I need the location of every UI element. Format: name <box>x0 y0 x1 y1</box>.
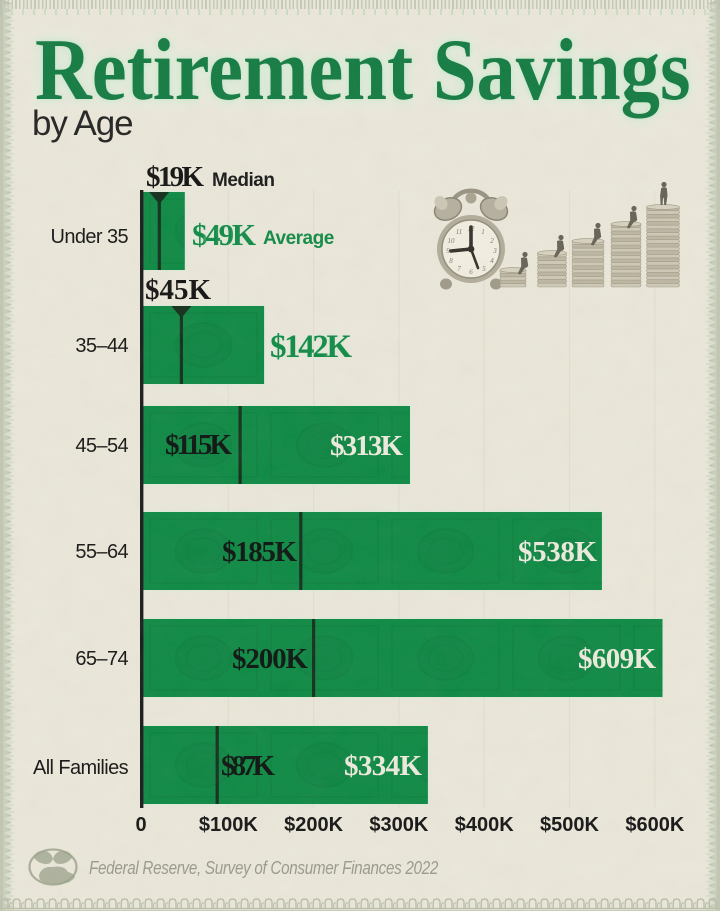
svg-text:Average: Average <box>263 228 334 249</box>
svg-text:10: 10 <box>448 237 456 245</box>
svg-text:$600K: $600K <box>625 814 684 836</box>
svg-text:45–54: 45–54 <box>75 435 128 457</box>
svg-text:Under 35: Under 35 <box>51 226 129 248</box>
svg-text:$300K: $300K <box>369 814 428 836</box>
svg-text:$200K: $200K <box>232 643 308 675</box>
svg-text:7: 7 <box>457 265 461 273</box>
svg-text:$334K: $334K <box>344 750 422 782</box>
svg-text:$45K: $45K <box>145 274 211 306</box>
svg-text:$400K: $400K <box>455 814 514 836</box>
svg-text:Median: Median <box>212 170 274 191</box>
svg-text:$185K: $185K <box>222 536 297 568</box>
svg-text:55–64: 55–64 <box>75 541 128 563</box>
svg-text:$313K: $313K <box>330 430 403 462</box>
svg-text:5: 5 <box>482 265 486 273</box>
svg-text:$87K: $87K <box>221 750 275 782</box>
svg-text:$538K: $538K <box>518 536 597 568</box>
svg-text:3: 3 <box>492 247 497 255</box>
svg-text:$100K: $100K <box>199 814 258 836</box>
svg-text:6: 6 <box>469 268 473 276</box>
svg-text:2: 2 <box>490 237 494 245</box>
svg-text:$609K: $609K <box>578 643 656 675</box>
svg-text:All Families: All Families <box>33 757 129 779</box>
svg-text:35–44: 35–44 <box>75 335 128 357</box>
svg-text:$49K: $49K <box>192 217 256 252</box>
svg-text:$19K: $19K <box>146 161 204 193</box>
svg-text:0: 0 <box>135 814 146 836</box>
svg-text:65–74: 65–74 <box>75 648 128 670</box>
svg-text:$200K: $200K <box>284 814 343 836</box>
svg-text:$142K: $142K <box>270 329 352 365</box>
svg-text:4: 4 <box>490 257 494 265</box>
svg-text:8: 8 <box>449 257 453 265</box>
svg-text:1: 1 <box>481 228 485 236</box>
svg-text:11: 11 <box>456 228 462 236</box>
svg-text:$115K: $115K <box>165 429 232 461</box>
svg-text:$500K: $500K <box>540 814 599 836</box>
